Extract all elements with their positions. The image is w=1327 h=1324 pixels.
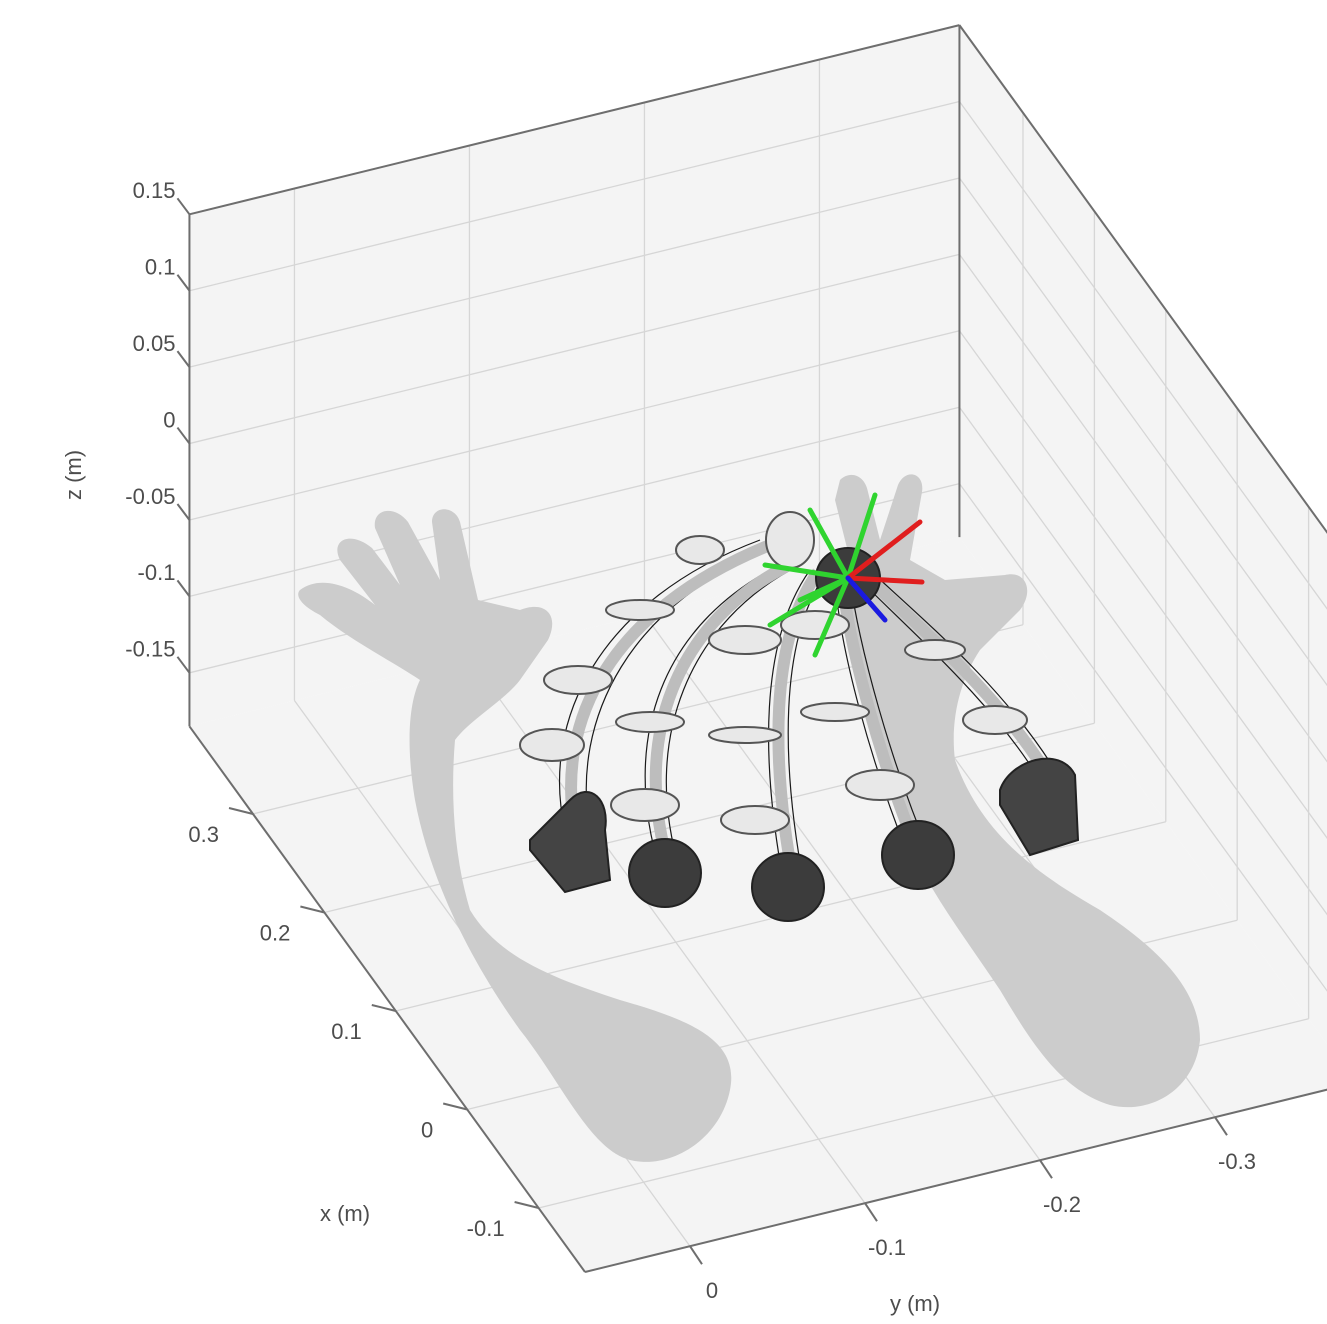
z-tick	[177, 504, 189, 520]
z-tick-label: 0.1	[145, 255, 176, 280]
y-tick	[1040, 1160, 1052, 1178]
y-axis-label: y (m)	[890, 1291, 940, 1316]
z-tick	[177, 351, 189, 367]
x-tick-label: 0.2	[260, 920, 291, 945]
z-tick-label: 0.15	[133, 178, 176, 203]
z-tick-label: -0.1	[138, 560, 176, 585]
x-tick-label: 0.1	[331, 1019, 362, 1044]
z-tick	[177, 428, 189, 444]
y-tick	[865, 1203, 877, 1221]
chart: x (m) y (m) z (m) -0.1 0 0.1 0.2 0.3 0 -0.1 -0.…	[0, 0, 1327, 1324]
y-tick-label: -0.3	[1218, 1149, 1256, 1174]
y-tick-label: 0	[706, 1278, 718, 1303]
y-tick-label: -0.2	[1043, 1192, 1081, 1217]
z-axis-label: z (m)	[61, 450, 86, 500]
z-tick-label: 0	[163, 407, 175, 432]
x-axis-label: x (m)	[320, 1201, 370, 1226]
x-tick-label: -0.1	[467, 1216, 505, 1241]
y-tick-label: -0.1	[868, 1235, 906, 1260]
z-tick	[177, 275, 189, 291]
x-tick-label: 0.3	[188, 822, 219, 847]
x-tick-label: 0	[421, 1117, 433, 1142]
y-tick	[1215, 1117, 1227, 1135]
z-tick-label: 0.05	[133, 331, 176, 356]
z-tick	[177, 198, 189, 214]
z-tick-label: -0.05	[125, 484, 175, 509]
z-tick-label: -0.15	[125, 637, 175, 662]
z-tick	[177, 580, 189, 596]
z-tick	[177, 657, 189, 673]
y-tick	[690, 1246, 702, 1264]
